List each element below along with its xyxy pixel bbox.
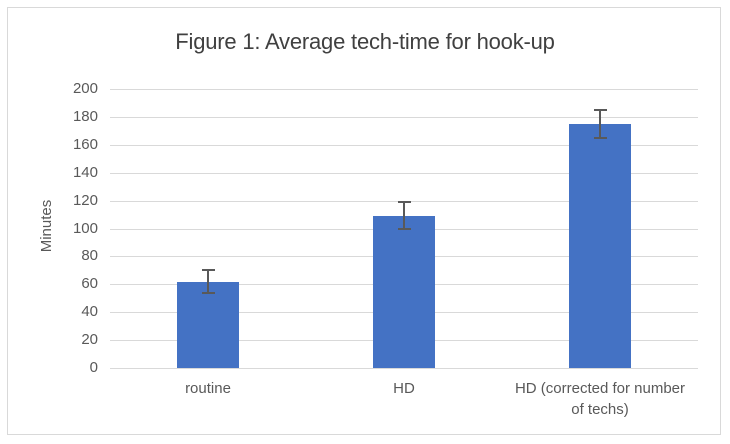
error-bar-line	[207, 270, 209, 293]
y-tick-label: 40	[81, 303, 98, 321]
x-axis-label-line: HD (corrected for number	[514, 380, 686, 397]
bar	[177, 281, 239, 368]
y-tick-label: 120	[72, 191, 98, 209]
y-tick-label: 60	[81, 275, 98, 293]
y-tick-label: 80	[81, 247, 98, 265]
y-tick-label: 0	[89, 359, 98, 376]
error-bar-cap	[397, 227, 411, 230]
y-tick-label: 100	[72, 219, 98, 237]
gridline	[110, 144, 698, 146]
x-axis-label-line: routine	[185, 380, 231, 397]
gridline	[110, 116, 698, 118]
error-bar-cap	[201, 269, 215, 272]
plot-area	[110, 89, 698, 369]
y-tick-label: 200	[72, 80, 98, 97]
x-axis-label: HD	[306, 378, 502, 399]
y-tick-label: 20	[81, 331, 98, 349]
gridline	[110, 89, 698, 90]
error-bar-cap	[397, 200, 411, 203]
error-bar-line	[403, 201, 405, 229]
y-tick-label: 160	[72, 135, 98, 153]
x-axis-label-line: HD	[393, 380, 415, 397]
y-tick-label: 180	[72, 107, 98, 125]
chart-title: Figure 1: Average tech-time for hook-up	[175, 29, 555, 54]
bar	[569, 123, 631, 368]
x-axis-label-line: of techs)	[571, 401, 629, 418]
x-axis-label: HD (corrected for number of techs)	[502, 378, 698, 420]
x-axis-label: routine	[110, 378, 306, 399]
bar	[373, 215, 435, 368]
gridline	[110, 368, 698, 369]
error-bar-cap	[593, 108, 607, 111]
error-bar-line	[599, 109, 601, 138]
gridline	[110, 172, 698, 174]
error-bar-cap	[593, 136, 607, 139]
y-tick-label: 140	[72, 163, 98, 181]
error-bar-cap	[201, 291, 215, 294]
